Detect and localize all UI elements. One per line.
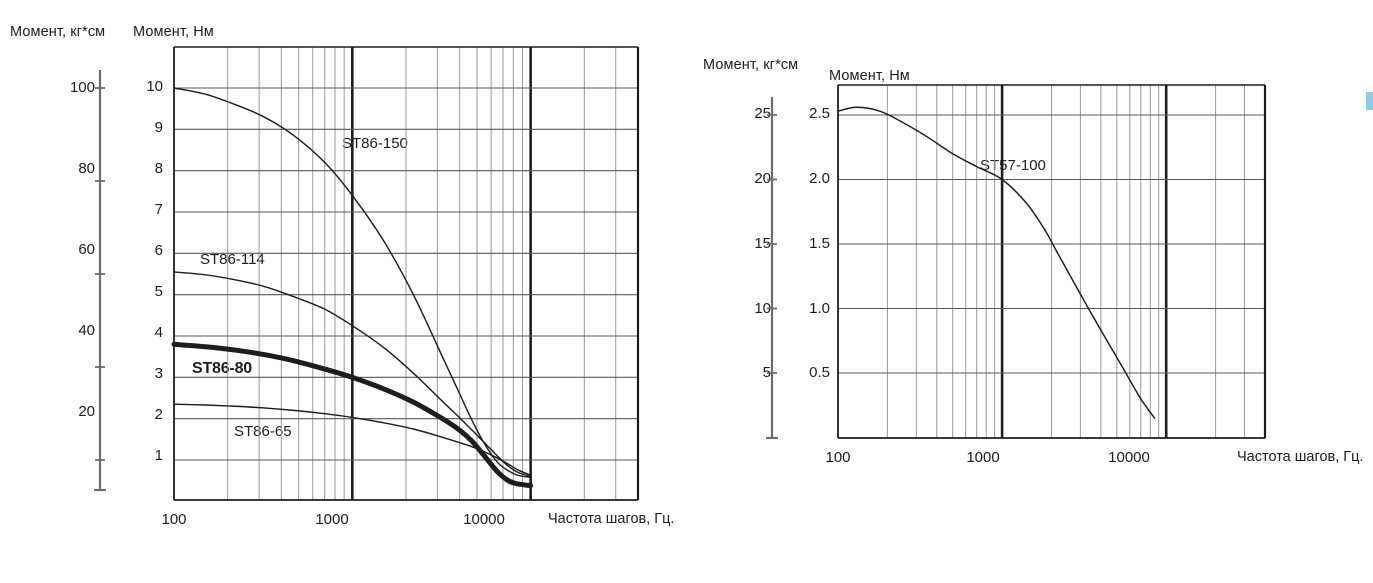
curve-st86-65 <box>173 403 532 477</box>
left-chart-curve-label-st86-114: ST86-114 <box>200 251 265 268</box>
left-chart-xtick-10000: 10000 <box>463 511 505 528</box>
left-chart-x-axis-title: Частота шагов, Гц. <box>548 511 675 527</box>
left-chart-primary-y-axis-title: Момент, Нм <box>133 24 214 40</box>
left-chart-ytick-6: 6 <box>154 242 163 259</box>
right-chart-ytick-1-0: 1.0 <box>809 300 830 317</box>
left-chart-ytick-8: 8 <box>154 160 163 177</box>
right-chart-ytick-secondary-20: 20 <box>754 170 771 187</box>
right-chart-x-axis-title: Частота шагов, Гц. <box>1237 449 1364 465</box>
right-chart-xtick-1000: 1000 <box>966 449 1000 466</box>
curve-st57-100 <box>837 106 1156 419</box>
right-chart-ytick-2-5: 2.5 <box>809 105 830 122</box>
right-chart-ytick-1-5: 1.5 <box>809 235 830 252</box>
left-chart-xtick-1000: 1000 <box>315 511 349 528</box>
left-chart-xtick-100: 100 <box>161 511 187 528</box>
left-chart-secondary-y-axis-title: Момент, кг*см <box>10 24 106 40</box>
left-chart-ytick-3: 3 <box>154 365 163 382</box>
left-chart-ytick-secondary-40: 40 <box>78 322 95 339</box>
right-chart-primary-y-axis-title: Момент, Нм <box>829 68 910 84</box>
left-chart-ytick-secondary-60: 60 <box>78 241 95 258</box>
right-chart-xtick-100: 100 <box>825 449 851 466</box>
left-chart-ytick-5: 5 <box>154 283 163 300</box>
left-chart-ytick-10: 10 <box>146 78 163 95</box>
left-chart-ytick-secondary-100: 100 <box>69 79 95 96</box>
right-chart-ytick-secondary-15: 15 <box>754 235 771 252</box>
left-chart-ytick-9: 9 <box>154 119 163 136</box>
right-chart-ytick-0-5: 0.5 <box>809 364 830 381</box>
left-chart-curve-label-st86-80: ST86-80 <box>192 360 252 377</box>
right-chart-xtick-10000: 10000 <box>1108 449 1150 466</box>
left-chart-curve-label-st86-65: ST86-65 <box>234 423 292 440</box>
left-chart-ytick-2: 2 <box>154 406 163 423</box>
left-chart-ytick-secondary-20: 20 <box>78 403 95 420</box>
left-chart-ytick-4: 4 <box>154 324 163 341</box>
right-chart-curve-label-st57-100: ST57-100 <box>980 157 1046 174</box>
left-chart-ytick-7: 7 <box>154 201 163 218</box>
left-chart-ytick-1: 1 <box>154 447 163 464</box>
right-chart-secondary-y-axis-title: Момент, кг*см <box>703 57 799 73</box>
right-chart-ytick-secondary-5: 5 <box>762 364 771 381</box>
right-chart-ytick-secondary-10: 10 <box>754 300 771 317</box>
right-chart-ytick-secondary-25: 25 <box>754 105 771 122</box>
edge-accent-chip <box>1366 92 1373 110</box>
left-chart-curve-label-st86-150: ST86-150 <box>342 135 408 152</box>
right-chart-ytick-2-0: 2.0 <box>809 170 830 187</box>
right-chart-geometry <box>766 84 1267 440</box>
left-chart-geometry <box>94 46 640 501</box>
left-chart-ytick-secondary-80: 80 <box>78 160 95 177</box>
